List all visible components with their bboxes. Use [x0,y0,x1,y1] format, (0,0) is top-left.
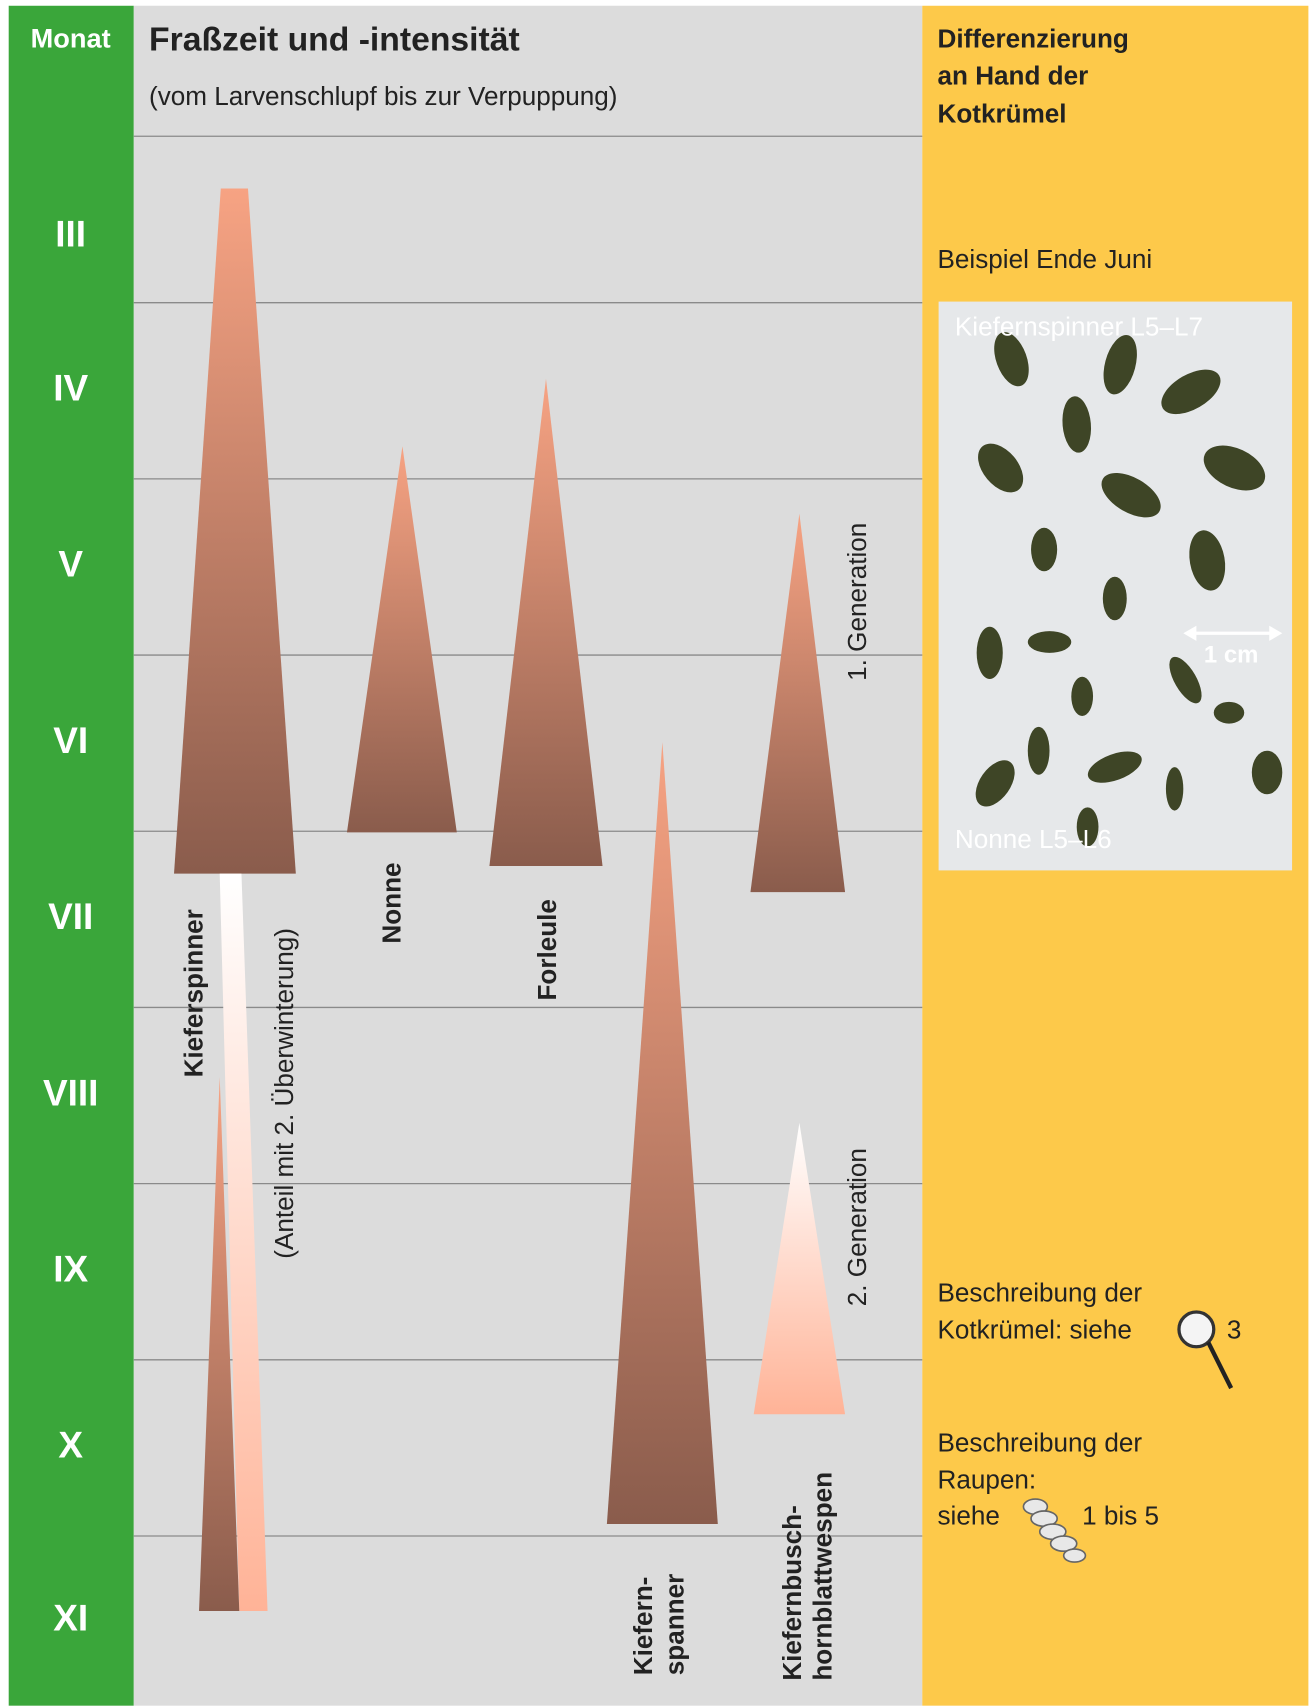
side-title: Differenzierung [938,23,1129,53]
label-spanner: spanner [659,1574,689,1676]
desc2-ref: 1 bis 5 [1082,1500,1159,1530]
photo-label: Kiefernspinner L5–L7 [955,312,1203,342]
scale-label: 1 cm [1204,641,1259,668]
label-forleule: Forleule [532,899,562,1001]
label-nonne: Nonne [377,862,407,943]
example-label: Beispiel Ende Juni [938,244,1153,274]
label-wespen: Kiefernbusch- [777,1505,807,1680]
month-label: III [55,214,86,255]
month-label: V [58,544,83,585]
nonne-shape [346,446,457,833]
desc1: Kotkrümel: siehe [938,1314,1132,1344]
label-spanner: Kiefern- [628,1577,658,1676]
magnifier-icon [1177,1310,1234,1390]
label-overwinter: (Anteil mit 2. Überwinterung) [269,928,299,1259]
desc2: siehe [938,1500,1000,1530]
desc2: Raupen: [938,1465,1037,1495]
forleule-shape [489,378,603,867]
month-label: IX [53,1248,88,1289]
month-label: VII [48,896,93,937]
label-gen1: 1. Generation [842,523,872,681]
label-kieferspinner: Kieferspinner [179,909,209,1077]
month-label: VI [53,720,88,761]
kieferspinner-shape [174,188,296,874]
months-header: Monat [31,23,111,54]
subtitle: (vom Larvenschlupf bis zur Verpuppung) [149,81,618,111]
label-gen2: 2. Generation [842,1148,872,1306]
title: Fraßzeit und -intensität [149,21,520,59]
month-label: IV [53,368,88,409]
month-labels: III IV V VI VII VIII IX X XI [43,214,98,1639]
month-column [8,5,134,1706]
overwinter-shape [219,873,268,1612]
month-label: XI [53,1598,88,1639]
photo [938,301,1293,871]
photo-label: Nonne L5–L6 [955,824,1112,854]
month-label: VIII [43,1072,98,1113]
kieferspinner-2-shape [199,1077,240,1612]
month-label: X [58,1425,83,1466]
gen1-shape [750,513,846,893]
caterpillar-icon [1022,1498,1087,1563]
side-title: Kotkrümel [938,98,1067,128]
desc2: Beschreibung der [938,1428,1143,1458]
label-wespen: hornblattwespen [807,1472,837,1681]
gen2-shape [753,1122,846,1415]
side-title: an Hand der [938,60,1089,90]
spanner-shape [606,742,718,1525]
desc1: Beschreibung der [938,1277,1143,1307]
desc1-ref: 3 [1227,1314,1242,1344]
